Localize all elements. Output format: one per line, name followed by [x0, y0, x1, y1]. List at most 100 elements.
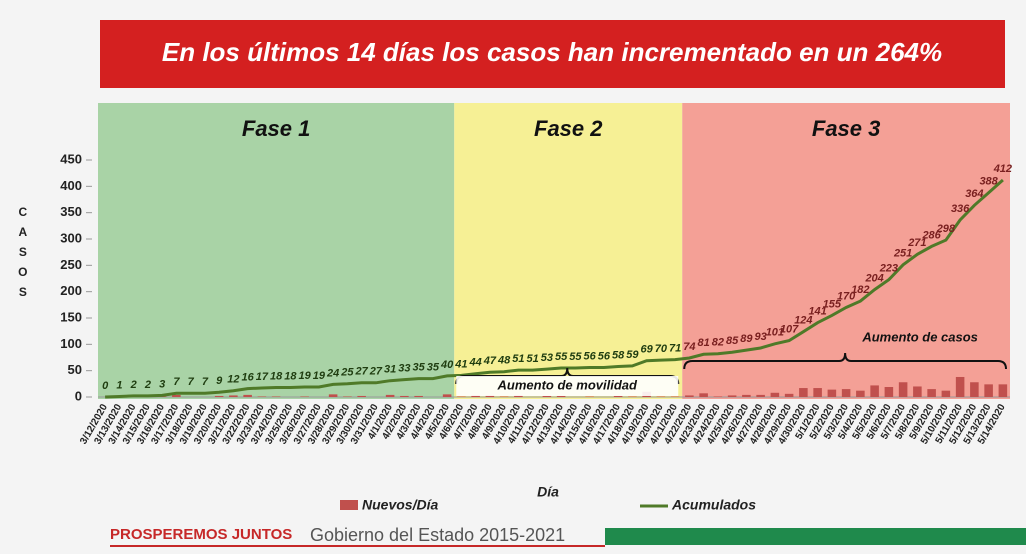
- data-label: 89: [740, 333, 753, 345]
- data-label: 33: [398, 363, 410, 375]
- data-label: 182: [851, 284, 869, 296]
- y-tick-label: 400: [60, 178, 82, 193]
- y-tick-label: 200: [60, 283, 82, 298]
- data-label: 7: [173, 376, 180, 388]
- data-label: 12: [227, 374, 239, 386]
- chart-title: En los últimos 14 días los casos han inc…: [162, 37, 942, 67]
- bar: [243, 394, 252, 397]
- data-label: 70: [655, 343, 668, 355]
- data-label: 223: [879, 262, 898, 274]
- bar: [756, 394, 765, 397]
- data-label: 56: [584, 350, 597, 362]
- data-label: 47: [483, 355, 497, 367]
- y-tick-label: 300: [60, 230, 82, 245]
- data-label: 0: [102, 380, 109, 392]
- data-label: 18: [284, 370, 297, 382]
- bar: [927, 389, 936, 397]
- data-label: 55: [555, 351, 568, 363]
- data-label: 7: [188, 376, 195, 388]
- bar: [898, 382, 908, 397]
- data-label: 93: [755, 331, 767, 343]
- bar: [699, 393, 708, 397]
- bar: [984, 384, 993, 397]
- data-label: 3: [159, 378, 165, 390]
- data-label: 51: [527, 353, 539, 365]
- legend-label: Nuevos/Día: [362, 497, 438, 513]
- y-tick-label: 450: [60, 151, 82, 166]
- bar: [628, 396, 637, 397]
- data-label: 9: [216, 375, 223, 387]
- bar: [556, 395, 566, 397]
- bar: [841, 389, 851, 397]
- data-label: 82: [712, 337, 724, 349]
- data-label: 74: [683, 341, 695, 353]
- data-label: 35: [413, 361, 426, 373]
- data-label: 51: [512, 353, 524, 365]
- data-label: 141: [808, 306, 826, 318]
- footer-bar: [605, 528, 1026, 545]
- data-label: 31: [384, 364, 396, 376]
- data-label: 364: [965, 188, 983, 200]
- bar: [884, 386, 894, 397]
- bar: [913, 386, 922, 397]
- data-label: 55: [569, 351, 582, 363]
- bar: [485, 395, 495, 397]
- bar: [229, 395, 238, 397]
- bar: [713, 396, 723, 397]
- data-label: 17: [256, 371, 269, 383]
- y-tick-label: 350: [60, 204, 82, 219]
- data-label: 124: [794, 315, 812, 327]
- data-label: 336: [951, 203, 970, 215]
- annotation-box: [456, 376, 679, 396]
- data-label: 24: [326, 367, 339, 379]
- phase-label: Fase 2: [534, 116, 603, 141]
- bar: [471, 395, 480, 397]
- phase-label: Fase 3: [812, 116, 881, 141]
- data-label: 155: [823, 298, 842, 310]
- data-label: 41: [454, 358, 467, 370]
- y-tick-label: 250: [60, 257, 82, 272]
- bar: [827, 389, 837, 397]
- y-tick-label: 150: [60, 309, 82, 324]
- bar: [813, 388, 822, 397]
- bar: [955, 376, 965, 397]
- data-label: 412: [993, 163, 1012, 175]
- data-label: 25: [340, 367, 354, 379]
- y-tick-label: 0: [75, 388, 82, 403]
- bar: [400, 395, 409, 397]
- data-label: 298: [936, 223, 956, 235]
- bar: [670, 396, 680, 397]
- footer-brand: PROSPEREMOS JUNTOS: [110, 526, 292, 543]
- title-banner: [100, 20, 1005, 88]
- bar: [385, 394, 395, 397]
- x-axis-label: Día: [537, 484, 559, 500]
- data-label: 53: [541, 352, 553, 364]
- bar: [941, 390, 951, 397]
- annotation: Aumento de movilidad: [497, 377, 638, 392]
- data-label: 7: [202, 376, 209, 388]
- bar: [998, 384, 1008, 397]
- bar: [442, 394, 452, 397]
- data-label: 204: [864, 272, 883, 284]
- bar: [328, 394, 338, 397]
- bar: [685, 395, 694, 397]
- y-tick-label: 100: [60, 336, 82, 351]
- footer-government: Gobierno del Estado 2015-2021: [310, 525, 565, 545]
- legend-swatch: [340, 500, 358, 510]
- bar: [257, 396, 267, 397]
- data-label: 40: [440, 359, 454, 371]
- phase-band: [682, 103, 1010, 399]
- data-label: 56: [598, 350, 611, 362]
- bar: [271, 396, 281, 397]
- data-label: 59: [626, 349, 639, 361]
- plot: Fase 1 Fase 2 Fase 30501001502002503003504…: [60, 103, 1012, 513]
- bar: [499, 396, 509, 397]
- data-label: 2: [144, 379, 151, 391]
- bar: [414, 395, 423, 397]
- bar: [770, 392, 780, 397]
- data-label: 81: [698, 337, 710, 349]
- data-label: 35: [427, 361, 440, 373]
- bar: [970, 382, 979, 397]
- data-label: 170: [837, 290, 856, 302]
